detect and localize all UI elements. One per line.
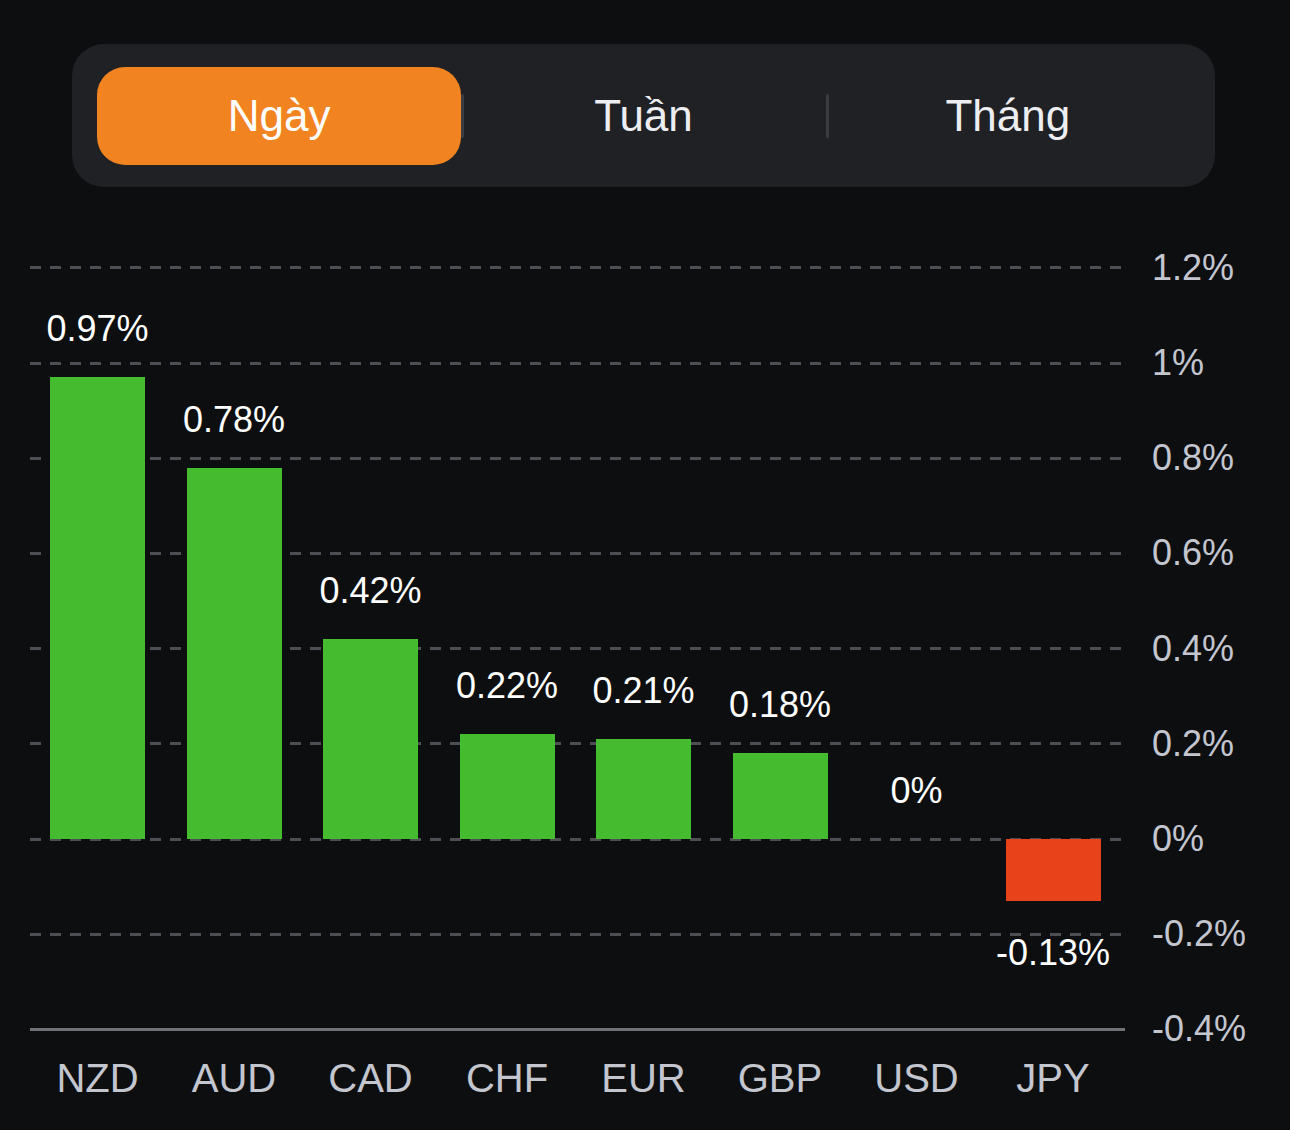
gridline (30, 266, 1125, 269)
bar-gbp (733, 753, 828, 839)
y-tick-label: 0.6% (1152, 532, 1234, 574)
y-tick-label: 0.2% (1152, 723, 1234, 765)
currency-strength-chart: 1.2% 1% 0.8% 0.6% 0.4% 0.2% 0% -0.2% -0.4% 0.97% N… (0, 0, 1290, 1130)
x-axis-label: CAD (328, 1056, 412, 1101)
y-tick-label: 0.4% (1152, 628, 1234, 670)
bar-eur (596, 739, 691, 839)
bar-aud (187, 468, 282, 839)
bar-value-label: 0.42% (319, 570, 421, 612)
x-axis-line (30, 1028, 1125, 1031)
y-tick-label: 0.8% (1152, 437, 1234, 479)
bar-nzd (50, 377, 145, 839)
bar-value-label: 0.22% (456, 665, 558, 707)
screen: { "tabs": { "items": [ {"label": "Ngày",… (0, 0, 1290, 1130)
x-axis-label: JPY (1016, 1056, 1089, 1101)
x-axis-label: CHF (466, 1056, 548, 1101)
bar-value-label: -0.13% (996, 932, 1110, 974)
bar-value-label: 0% (890, 770, 942, 812)
bar-jpy (1006, 839, 1101, 901)
gridline (30, 457, 1125, 460)
x-axis-label: GBP (738, 1056, 822, 1101)
gridline (30, 362, 1125, 365)
bar-value-label: 0.18% (729, 684, 831, 726)
bar-value-label: 0.97% (46, 308, 148, 350)
y-tick-label: 0% (1152, 818, 1204, 860)
x-axis-label: NZD (56, 1056, 138, 1101)
x-axis-label: AUD (192, 1056, 276, 1101)
y-tick-label: 1.2% (1152, 247, 1234, 289)
bar-chf (460, 734, 555, 839)
x-axis-label: USD (874, 1056, 958, 1101)
bar-value-label: 0.78% (183, 399, 285, 441)
bar-cad (323, 639, 418, 839)
y-tick-label: -0.2% (1152, 913, 1246, 955)
x-axis-label: EUR (601, 1056, 685, 1101)
gridline (30, 933, 1125, 936)
y-tick-label: -0.4% (1152, 1008, 1246, 1050)
y-tick-label: 1% (1152, 342, 1204, 384)
bar-value-label: 0.21% (592, 670, 694, 712)
